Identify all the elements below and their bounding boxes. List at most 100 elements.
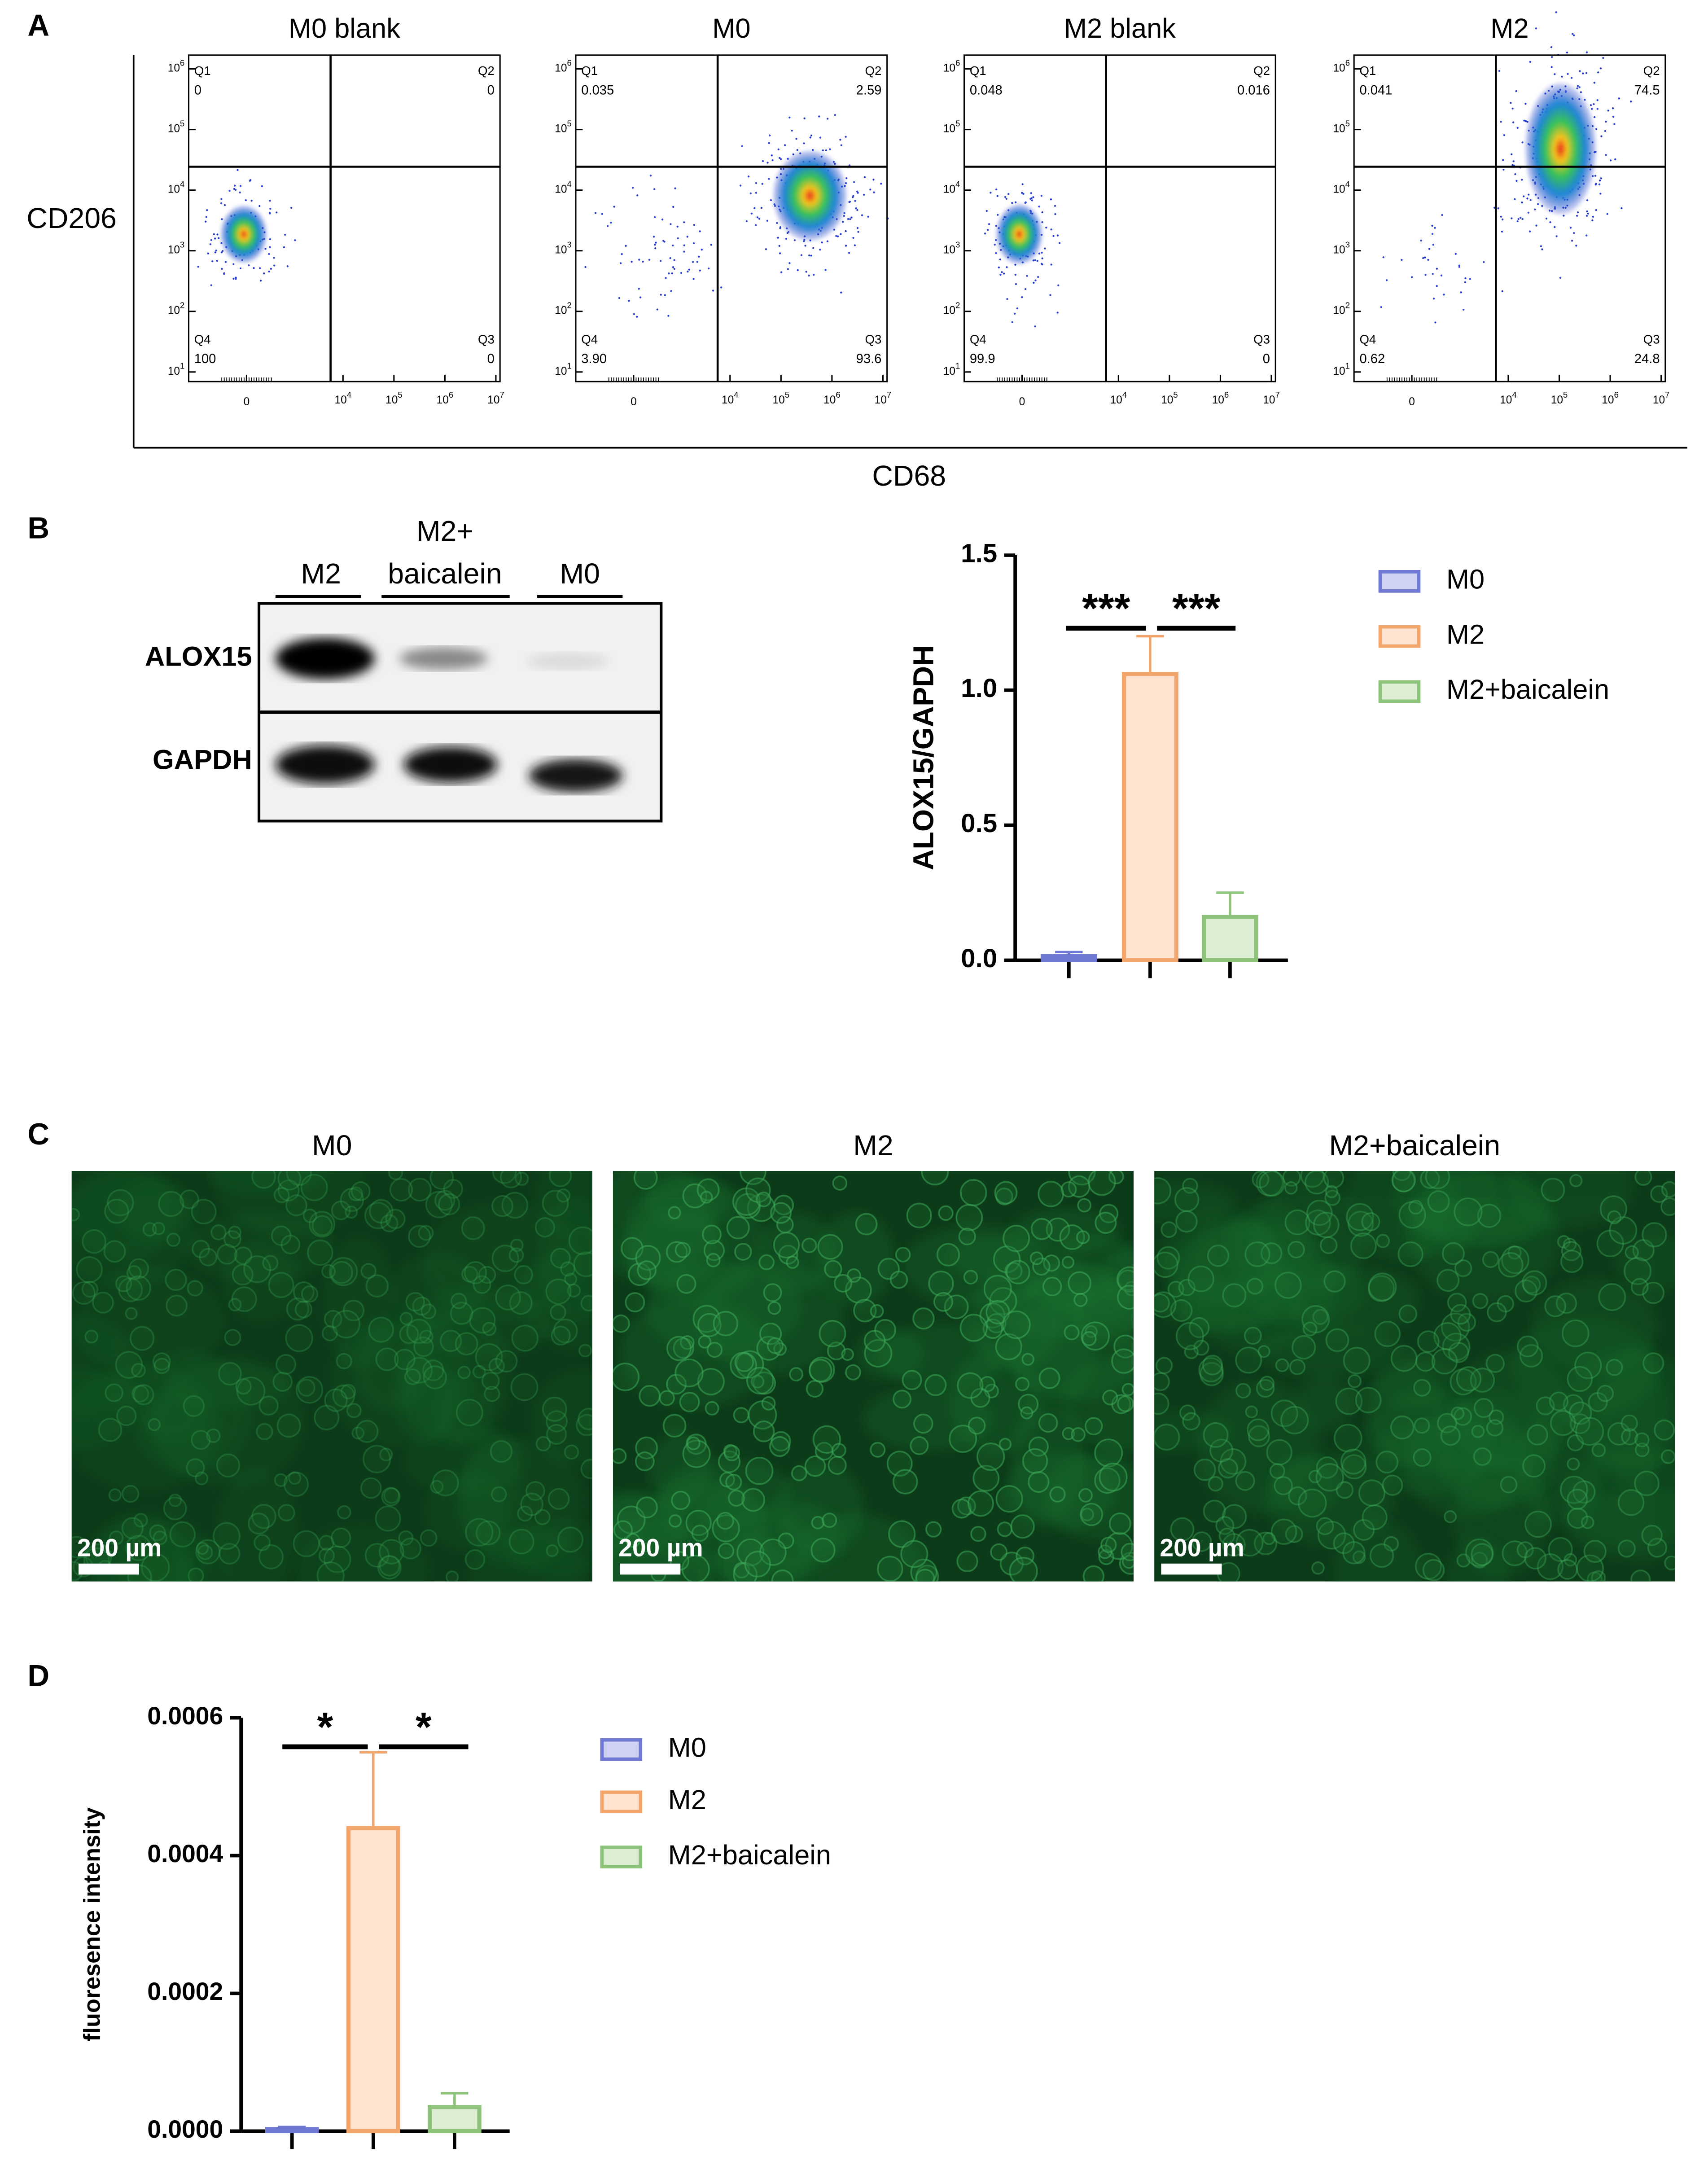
event-dot	[699, 269, 701, 272]
cell	[1414, 1417, 1430, 1434]
event-dot	[778, 245, 780, 247]
cell	[773, 1232, 800, 1258]
event-dot	[221, 267, 223, 270]
cell	[745, 1456, 774, 1485]
cell	[1624, 1257, 1652, 1285]
cell	[705, 1401, 719, 1416]
event-dot	[1540, 245, 1542, 247]
event-dot	[758, 218, 761, 220]
cell	[295, 1376, 324, 1404]
tick-base: 10	[555, 305, 567, 317]
cell	[639, 1385, 661, 1407]
cell	[1507, 1245, 1522, 1260]
tick-label: 106	[168, 58, 185, 75]
event-dot	[1529, 61, 1531, 63]
cell	[509, 1291, 533, 1315]
event-dot	[1573, 34, 1575, 37]
event-dot	[601, 213, 603, 215]
cell	[580, 1295, 592, 1312]
y-tick-label: 0.0	[961, 944, 997, 973]
cell	[1021, 1353, 1034, 1366]
event-dot	[1563, 215, 1565, 217]
cell	[1111, 1348, 1134, 1374]
cell	[192, 1240, 210, 1258]
cell	[165, 1269, 187, 1291]
event-dot	[1612, 115, 1615, 118]
cell	[340, 1188, 364, 1212]
cell	[744, 1551, 771, 1578]
event-dot	[676, 225, 679, 228]
cell	[1634, 1470, 1660, 1496]
cell	[194, 1471, 209, 1486]
cell	[1312, 1309, 1329, 1325]
cell	[547, 1488, 570, 1510]
cell	[548, 1171, 572, 1187]
cell	[461, 1216, 485, 1241]
y-tick-label: 0.0002	[147, 1977, 223, 2005]
cell	[191, 1430, 211, 1450]
quadrant-name: Q3	[865, 333, 882, 346]
cell	[1218, 1458, 1239, 1479]
scale-bar-label: 200 µm	[618, 1534, 703, 1562]
event-dot	[1613, 123, 1616, 125]
cell	[1179, 1404, 1196, 1421]
cell	[450, 1293, 467, 1309]
cell	[1563, 1394, 1584, 1416]
cell	[1465, 1538, 1494, 1567]
cell	[472, 1365, 486, 1379]
cell	[1154, 1293, 1170, 1313]
cell	[702, 1224, 722, 1245]
tick-label: 104	[943, 179, 960, 196]
tick-label: 102	[1333, 300, 1350, 317]
cell	[1208, 1476, 1224, 1492]
cell	[877, 1556, 903, 1582]
cell	[399, 1537, 422, 1560]
event-dot	[1511, 153, 1513, 155]
bar	[1202, 915, 1258, 963]
cell	[1113, 1334, 1134, 1359]
event-dot	[659, 260, 662, 262]
haze	[1296, 1374, 1353, 1432]
cell	[1488, 1409, 1504, 1425]
event-dot	[787, 268, 789, 270]
event-dot	[638, 288, 640, 290]
event-dot	[1422, 257, 1424, 259]
quadrant-percent: 0.035	[581, 83, 614, 97]
cell	[228, 1298, 242, 1311]
event-dot	[856, 209, 858, 211]
quadrant-name: Q1	[581, 64, 598, 78]
event-dot	[236, 169, 239, 171]
y-tick-label: 0.0000	[147, 2115, 223, 2143]
event-dot	[233, 188, 236, 190]
event-dot	[994, 244, 996, 246]
scale-bar-label: 200 µm	[1160, 1534, 1244, 1562]
event-dot	[1057, 284, 1060, 286]
event-dot	[210, 239, 212, 241]
event-dot	[1434, 321, 1436, 324]
event-dot	[1528, 193, 1530, 196]
cell	[218, 1362, 242, 1386]
cell	[1397, 1241, 1423, 1267]
cell	[1390, 1415, 1415, 1440]
cell	[1274, 1271, 1302, 1299]
cell	[1450, 1304, 1471, 1325]
cell	[1203, 1499, 1226, 1523]
tick-label: 101	[555, 361, 572, 377]
event-dot	[850, 216, 853, 219]
cell	[153, 1530, 168, 1545]
cell	[492, 1171, 517, 1184]
event-dot	[692, 278, 695, 280]
cell	[490, 1440, 513, 1463]
tick-exponent: 5	[567, 118, 572, 128]
cell	[864, 1339, 893, 1368]
cell	[432, 1469, 459, 1496]
event-dot	[1594, 175, 1597, 177]
event-dot	[1410, 276, 1413, 278]
legend-label: M2+baicalein	[1446, 674, 1609, 705]
cell	[949, 1425, 977, 1453]
cell	[125, 1534, 152, 1561]
cell	[191, 1199, 217, 1225]
event-dot	[1034, 325, 1036, 328]
cell	[895, 1247, 911, 1263]
cell	[1302, 1321, 1318, 1337]
